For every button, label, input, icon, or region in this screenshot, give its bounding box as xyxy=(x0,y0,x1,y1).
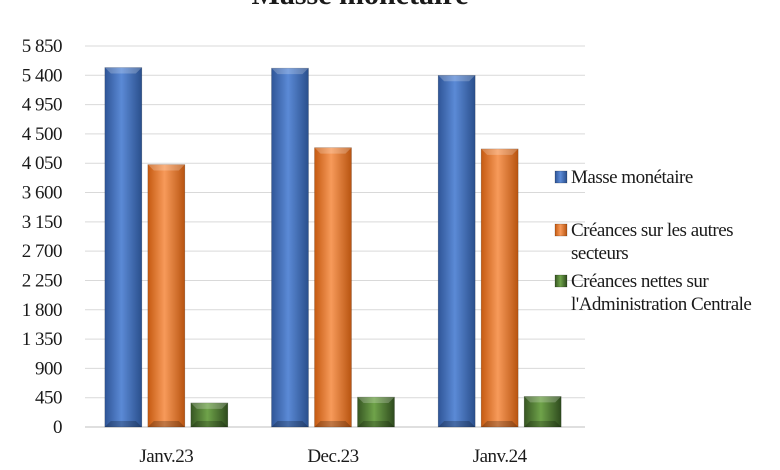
y-tick-label: 0 xyxy=(53,417,62,438)
bar-bevel-bottom xyxy=(438,421,476,427)
bar xyxy=(271,67,309,428)
y-axis-ticks: 0 450 900 1 350 1 800 2 250 2 700 3 150 3 600 4 0… xyxy=(22,36,63,438)
bar-bevel-top xyxy=(524,396,562,403)
bar xyxy=(147,164,186,428)
bar-bevel-top xyxy=(357,397,395,404)
legend-swatch xyxy=(554,170,568,184)
y-tick-label: 4 950 xyxy=(22,95,62,116)
bar-bevel-bottom xyxy=(190,421,228,427)
legend-label: l'Administration Centrale xyxy=(571,294,751,315)
x-tick-label: Dec.23 xyxy=(307,446,358,467)
bars xyxy=(104,67,562,428)
bar-bevel-top xyxy=(314,147,352,154)
y-tick-label: 1 800 xyxy=(22,300,62,321)
bar-bevel-bottom xyxy=(271,421,309,427)
x-axis-ticks: Janv.23 Dec.23 Janv.24 xyxy=(139,446,528,467)
bar-bevel-top xyxy=(271,68,309,75)
bar-bevel-bottom xyxy=(314,421,352,427)
bar xyxy=(437,75,476,428)
legend-label: secteurs xyxy=(571,243,628,264)
chart-title: Masse monétaire xyxy=(252,0,469,11)
bar-bevel-bottom xyxy=(481,421,519,427)
y-tick-label: 4 050 xyxy=(22,153,62,174)
legend: Masse monétaire Créances sur les autresse… xyxy=(554,167,752,315)
bar-bevel-bottom xyxy=(147,421,185,427)
bar-bevel-top xyxy=(481,148,519,155)
y-tick-label: 450 xyxy=(35,388,62,409)
y-tick-label: 1 350 xyxy=(22,329,62,350)
bar xyxy=(190,402,229,428)
bar-bevel-bottom xyxy=(104,421,142,427)
legend-label: Créances sur les autres xyxy=(571,220,733,241)
bar-bevel-top xyxy=(104,67,142,74)
y-tick-label: 2 250 xyxy=(22,270,62,291)
y-tick-label: 2 700 xyxy=(22,241,62,262)
y-tick-label: 3 600 xyxy=(22,183,62,204)
x-tick-label: Janv.24 xyxy=(473,446,528,467)
y-tick-label: 900 xyxy=(35,358,62,379)
y-tick-label: 5 850 xyxy=(22,36,62,57)
bar xyxy=(104,67,143,428)
bar-bevel-bottom xyxy=(357,421,395,427)
legend-label: Masse monétaire xyxy=(571,167,693,188)
bar-bevel-top xyxy=(190,402,228,409)
x-tick-label: Janv.23 xyxy=(139,446,193,467)
y-tick-label: 5 400 xyxy=(22,65,62,86)
y-tick-label: 4 500 xyxy=(22,124,62,145)
legend-swatch xyxy=(554,274,568,288)
legend-label: Créances nettes sur xyxy=(571,271,709,292)
y-tick-label: 3 150 xyxy=(22,212,62,233)
legend-swatch xyxy=(554,223,568,237)
bar-bevel-top xyxy=(438,75,476,82)
bar xyxy=(480,148,519,428)
bar xyxy=(314,147,352,428)
bar-bevel-bottom xyxy=(524,421,562,427)
bar xyxy=(357,396,395,428)
bar xyxy=(523,396,562,428)
bar-bevel-top xyxy=(147,164,185,171)
